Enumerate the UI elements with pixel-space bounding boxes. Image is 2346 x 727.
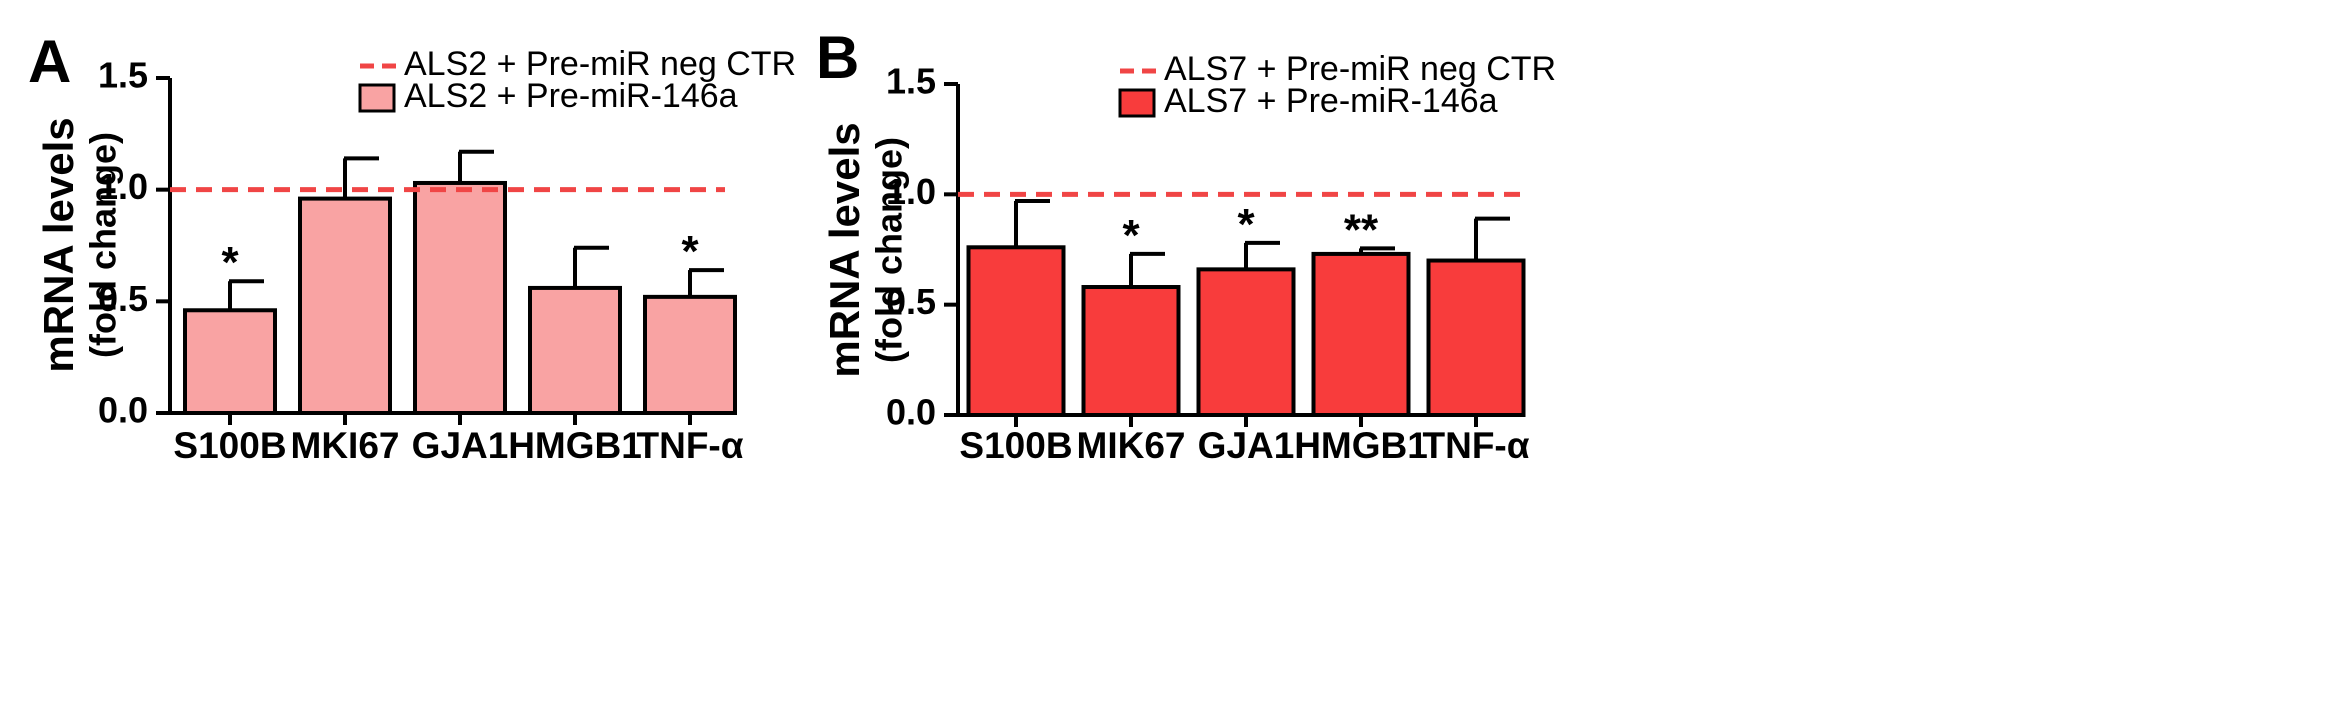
significance-marker: ** bbox=[1344, 205, 1379, 254]
x-tick-label: S100B bbox=[959, 425, 1072, 466]
legend-bar-swatch bbox=[358, 83, 396, 113]
panel-label: A bbox=[28, 28, 71, 95]
legend-line-label: ALS2 + Pre-miR neg CTR bbox=[404, 45, 796, 83]
legend-line-label: ALS7 + Pre-miR neg CTR bbox=[1164, 50, 1556, 88]
y-tick-label: 0.5 bbox=[98, 278, 148, 319]
y-tick-label: 1.5 bbox=[886, 61, 936, 102]
significance-marker: * bbox=[1237, 200, 1255, 249]
y-axis-label: mRNA levels bbox=[821, 122, 868, 377]
x-tick-label: TNF-α bbox=[1423, 425, 1530, 466]
bar-mki67 bbox=[298, 196, 392, 415]
bar-mik67 bbox=[1081, 285, 1181, 417]
bar-gja1 bbox=[1196, 267, 1296, 417]
bar-hmgb1 bbox=[1311, 251, 1411, 417]
y-axis-sublabel: (fold change) bbox=[869, 137, 910, 363]
legend-bar-swatch bbox=[1118, 88, 1156, 118]
x-tick-label: HMGB1 bbox=[508, 425, 642, 466]
bar-s100b bbox=[183, 308, 277, 415]
significance-marker: * bbox=[681, 227, 699, 276]
x-tick-label: MIK67 bbox=[1077, 425, 1186, 466]
x-tick-label: HMGB1 bbox=[1294, 425, 1428, 466]
y-axis-label: mRNA levels bbox=[35, 117, 82, 372]
significance-marker: * bbox=[1122, 211, 1140, 260]
y-tick-label: 1.0 bbox=[886, 171, 936, 212]
x-tick-label: GJA1 bbox=[1198, 425, 1295, 466]
bar-gja1 bbox=[413, 180, 507, 415]
y-tick-label: 1.5 bbox=[98, 55, 148, 96]
y-axis-sublabel: (fold change) bbox=[83, 132, 124, 358]
x-tick-label: S100B bbox=[173, 425, 286, 466]
x-tick-label: GJA1 bbox=[412, 425, 509, 466]
x-tick-label: TNF-α bbox=[637, 425, 744, 466]
legend-bar-label: ALS7 + Pre-miR-146a bbox=[1164, 82, 1498, 120]
x-tick-label: MKI67 bbox=[291, 425, 400, 466]
bar-s100b bbox=[966, 245, 1066, 417]
bar-tnf-α bbox=[643, 294, 737, 415]
panel-label: B bbox=[816, 24, 859, 91]
bar-hmgb1 bbox=[528, 285, 622, 415]
y-tick-label: 0.0 bbox=[886, 392, 936, 433]
y-tick-label: 0.5 bbox=[886, 281, 936, 322]
legend-bar-label: ALS2 + Pre-miR-146a bbox=[404, 77, 738, 115]
y-tick-label: 1.0 bbox=[98, 166, 148, 207]
significance-marker: * bbox=[221, 238, 239, 287]
bar-tnf-α bbox=[1426, 258, 1526, 417]
y-tick-label: 0.0 bbox=[98, 390, 148, 431]
